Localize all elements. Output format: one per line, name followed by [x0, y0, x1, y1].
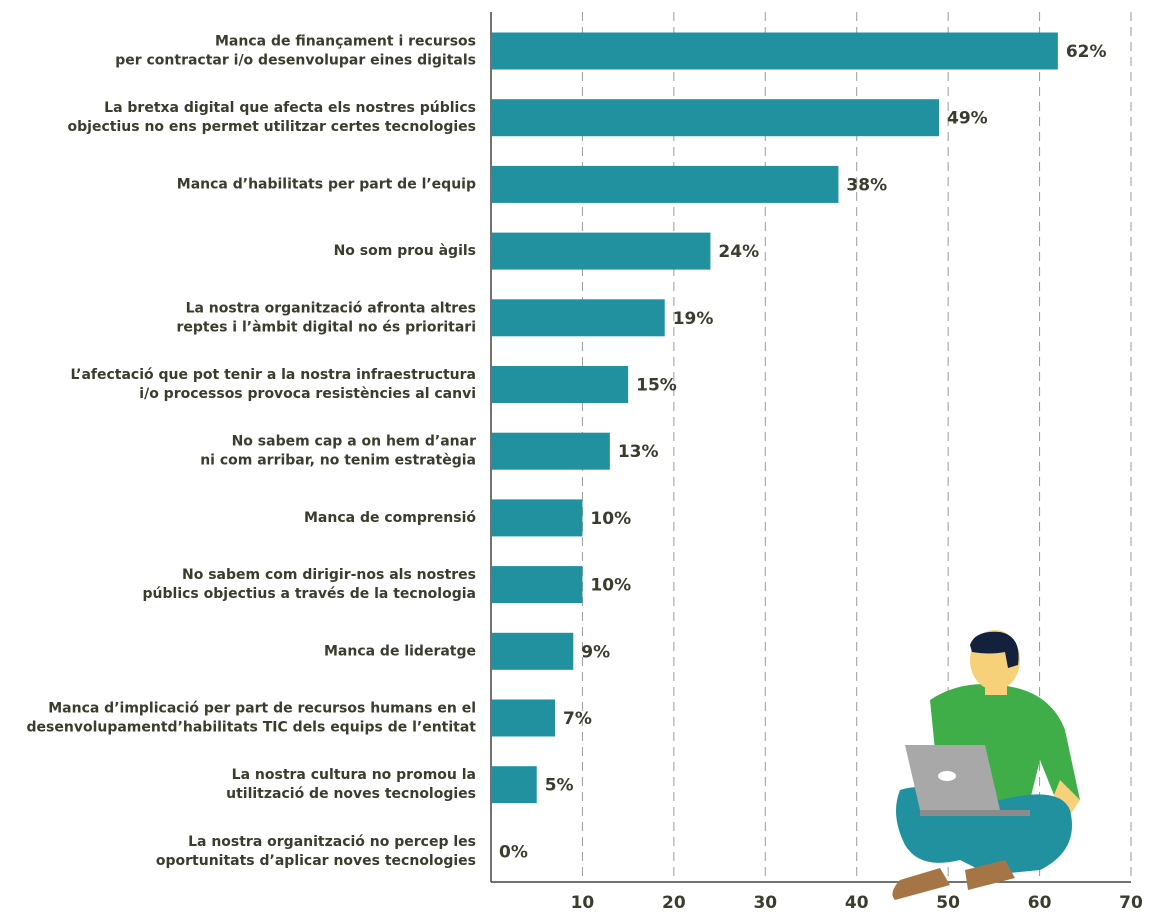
- category-label: La bretxa digital que afecta els nostres…: [104, 100, 476, 116]
- illustration: [892, 630, 1080, 900]
- chart: 10 20 30 40 50 60 70 62% Manca de finançament i …: [0, 0, 1154, 916]
- x-tick-label: 50: [936, 893, 960, 913]
- category-label: Manca d’implicació per part de recursos …: [48, 701, 476, 717]
- value-label: 13%: [618, 442, 659, 462]
- category-label: L’afectació que pot tenir a la nostra in…: [70, 367, 476, 383]
- bar: [491, 700, 555, 737]
- category-label: No sabem com dirigir-nos als nostres: [182, 567, 476, 583]
- category-label: Manca de comprensió: [304, 510, 476, 526]
- category-label: Manca d’habilitats per part de l’equip: [177, 176, 476, 192]
- value-label: 49%: [947, 109, 988, 129]
- category-label: utilització de noves tecnologies: [226, 786, 476, 802]
- category-label: La nostra organització no percep les: [188, 834, 476, 850]
- category-label: i/o processos provoca resistències al ca…: [139, 386, 476, 402]
- value-label: 9%: [581, 642, 610, 662]
- bar: [491, 499, 582, 536]
- x-tick-label: 70: [1119, 893, 1143, 913]
- value-label: 38%: [846, 175, 887, 195]
- bar: [491, 766, 537, 803]
- category-label: Manca de lideratge: [324, 643, 476, 659]
- category-label: objectius no ens permet utilitzar certes…: [68, 119, 476, 135]
- x-tick-label: 10: [571, 893, 595, 913]
- bar: [491, 566, 582, 603]
- category-label: reptes i l’àmbit digital no és prioritar…: [176, 319, 476, 335]
- category-label: No sabem cap a on hem d’anar: [232, 434, 477, 450]
- value-label: 62%: [1066, 42, 1107, 62]
- category-label: La nostra cultura no promou la: [232, 767, 476, 783]
- x-tick-label: 30: [753, 893, 777, 913]
- bar: [491, 299, 665, 336]
- category-label: per contractar i/o desenvolupar eines di…: [115, 53, 476, 69]
- value-label: 24%: [718, 242, 759, 262]
- value-label: 10%: [590, 509, 631, 529]
- value-label: 19%: [673, 309, 714, 329]
- value-label: 10%: [590, 576, 631, 596]
- x-tick-label: 40: [845, 893, 869, 913]
- value-label: 0%: [499, 842, 528, 862]
- category-label: No som prou àgils: [334, 243, 476, 259]
- bar: [491, 366, 628, 403]
- bar: [491, 233, 710, 270]
- bar: [491, 99, 939, 136]
- category-label: ni com arribar, no tenim estratègia: [200, 453, 476, 469]
- category-label: Manca de finançament i recursos: [215, 34, 476, 50]
- value-label: 5%: [545, 776, 574, 796]
- value-label: 15%: [636, 376, 677, 396]
- category-label: oportunitats d’aplicar noves tecnologies: [156, 853, 476, 869]
- bar: [491, 433, 610, 470]
- category-label: desenvolupamentd’habilitats TIC dels equ…: [27, 720, 477, 736]
- bar: [491, 166, 838, 203]
- category-label: públics objectius a través de la tecnolo…: [143, 586, 476, 602]
- bar: [491, 633, 573, 670]
- x-tick-label: 20: [662, 893, 686, 913]
- category-label: La nostra organització afronta altres: [186, 300, 476, 316]
- bar: [491, 33, 1058, 70]
- value-label: 7%: [563, 709, 592, 729]
- x-tick-label: 60: [1028, 893, 1052, 913]
